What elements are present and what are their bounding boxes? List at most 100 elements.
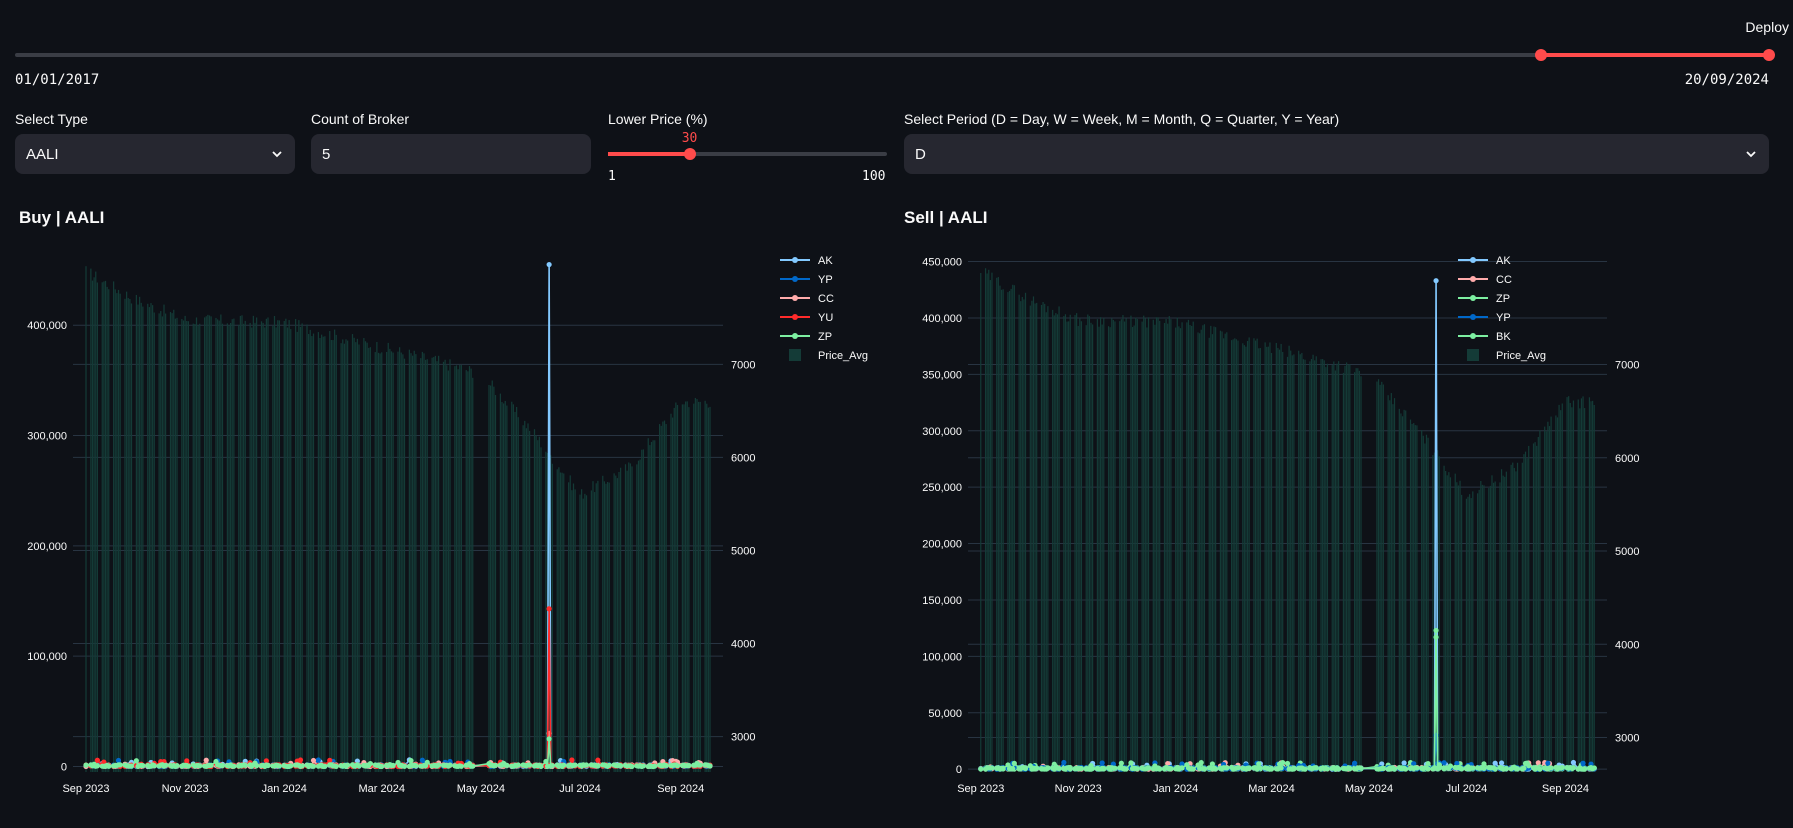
price-avg-bar: [91, 280, 94, 772]
price-avg-bar: [989, 280, 991, 772]
price-avg-bar: [1245, 346, 1247, 772]
price-avg-bar: [1480, 480, 1482, 772]
chevron-down-icon: [1746, 151, 1756, 158]
price-avg-bar: [592, 481, 594, 772]
series-point-bk: [1268, 765, 1275, 772]
series-point-bk: [1336, 766, 1342, 772]
select-period-dropdown[interactable]: D: [904, 134, 1769, 174]
price-avg-bar: [1259, 348, 1261, 772]
price-avg-bar: [1389, 400, 1391, 772]
y-tick-label: 250,000: [922, 482, 962, 494]
price-avg-bar: [1258, 348, 1260, 772]
price-avg-bar: [126, 291, 128, 772]
price-avg-bar: [1254, 340, 1257, 772]
series-point-cc: [203, 757, 209, 763]
select-type-dropdown[interactable]: AALI: [15, 134, 295, 174]
price-avg-bar: [1454, 473, 1456, 772]
series-point-zp: [595, 763, 601, 769]
price-avg-bar: [997, 277, 999, 772]
price-avg-bar: [1465, 498, 1468, 772]
price-avg-bar: [1010, 288, 1012, 772]
price-avg-bar: [252, 315, 254, 772]
price-avg-bar: [273, 316, 276, 772]
buy-chart: 3000 4000 5000 6000 7000 0 100,000 200,000 300,0…: [27, 255, 868, 795]
price-avg-bar: [707, 407, 709, 772]
price-avg-bar: [1221, 331, 1223, 772]
price-avg-bar: [369, 347, 371, 772]
series-point-cc: [1165, 760, 1171, 767]
series-point-cc: [310, 757, 317, 764]
legend-marker-ak: [792, 257, 798, 263]
series-point-bk: [1179, 765, 1185, 771]
price-avg-bar: [332, 340, 334, 772]
price-avg-bar: [1344, 365, 1346, 772]
price-avg-bar: [1275, 342, 1277, 772]
price-avg-bar: [1500, 469, 1503, 772]
series-point-bk: [1118, 760, 1124, 766]
series-point-bk: [1067, 766, 1073, 772]
price-avg-bar: [295, 319, 297, 772]
price-avg-bar: [540, 447, 542, 772]
x-tick-label: Nov 2023: [1055, 783, 1102, 795]
date-range-slider[interactable]: [15, 49, 1775, 61]
price-avg-bar: [1200, 329, 1202, 772]
series-point-zp: [424, 759, 430, 765]
series-point-bk: [1168, 766, 1174, 772]
series-point-zp: [276, 763, 282, 769]
price-avg-bar: [420, 358, 422, 772]
price-avg-bar: [696, 399, 698, 772]
price-avg-bar: [438, 355, 440, 772]
price-avg-bar: [1032, 296, 1035, 772]
lower-price-handle[interactable]: [683, 148, 696, 160]
price-avg-bar: [1494, 481, 1496, 772]
series-point-yp: [1580, 760, 1586, 766]
price-avg-bar: [1058, 306, 1060, 772]
price-avg-bar: [1223, 338, 1225, 772]
price-avg-bar: [491, 380, 493, 772]
price-avg-bar: [1181, 322, 1183, 772]
price-avg-bar: [210, 316, 212, 772]
series-point-yu: [263, 758, 269, 764]
series-point-bk: [1582, 766, 1588, 772]
deploy-button[interactable]: Deploy: [1745, 19, 1789, 35]
price-avg-bar: [244, 320, 246, 772]
price-avg-bar: [197, 325, 199, 772]
price-avg-bar: [1499, 482, 1501, 772]
legend-marker-zp: [792, 333, 798, 339]
y-tick-label: 200,000: [27, 541, 67, 553]
series-point-zp: [447, 762, 453, 768]
price-avg-bar: [254, 322, 256, 772]
price-avg-bar: [1036, 302, 1038, 772]
price-avg-bar: [1090, 322, 1092, 772]
price-avg-bar: [1489, 485, 1491, 772]
series-point-zp: [515, 762, 521, 768]
series-point-zp: [629, 763, 635, 770]
broker-count-input[interactable]: 5: [311, 134, 591, 174]
date-range-start-handle[interactable]: [1534, 49, 1547, 61]
price-avg-bar: [652, 440, 654, 772]
series-point-bk: [1302, 766, 1308, 772]
date-range-end-handle[interactable]: [1763, 49, 1775, 61]
series-point-bk: [1313, 765, 1319, 771]
price-avg-bar: [355, 342, 357, 772]
price-avg-bar: [152, 305, 154, 772]
series-point-bk: [1514, 766, 1521, 772]
price-avg-bar: [1304, 359, 1306, 772]
series-point-bk: [978, 766, 984, 772]
lower-price-slider[interactable]: [608, 148, 887, 160]
price-avg-bar: [153, 312, 155, 772]
price-avg-bar: [1256, 338, 1258, 772]
price-avg-bar: [1392, 404, 1394, 772]
series-point-bk: [1128, 760, 1134, 766]
price-avg-bar: [1202, 325, 1204, 772]
series-point-bk: [1559, 764, 1565, 771]
price-avg-bar: [114, 289, 116, 772]
price-avg-bar: [330, 339, 332, 772]
price-avg-bar: [650, 441, 653, 772]
price-avg-bar: [351, 334, 354, 772]
price-avg-bar: [1068, 321, 1070, 772]
price-avg-bar: [670, 413, 672, 772]
price-avg-bar: [1154, 324, 1156, 772]
price-avg-bar: [556, 469, 558, 772]
price-avg-bar: [1510, 464, 1512, 772]
